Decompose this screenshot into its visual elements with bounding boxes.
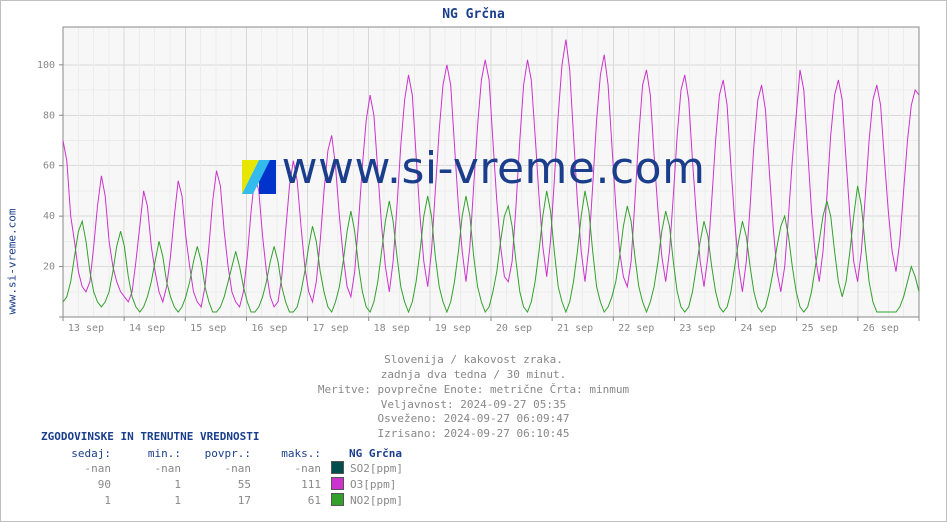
legend-label: SO2[ppm] [350, 462, 403, 475]
stats-row: -nan-nan-nan-nanSO2[ppm] [41, 461, 403, 477]
stats-header-row: sedaj:min.:povpr.:maks.:NG Grčna [41, 447, 403, 462]
legend-swatch [331, 493, 344, 506]
svg-text:14 sep: 14 sep [129, 323, 165, 334]
legend-label: NO2[ppm] [350, 494, 403, 507]
svg-text:22 sep: 22 sep [618, 323, 654, 334]
line-chart-svg: 2040608010013 sep14 sep15 sep16 sep17 se… [63, 27, 929, 335]
svg-text:100: 100 [37, 60, 55, 71]
svg-text:26 sep: 26 sep [863, 323, 899, 334]
svg-text:24 sep: 24 sep [740, 323, 776, 334]
caption-line: Veljavnost: 2024-09-27 05:35 [1, 398, 946, 413]
svg-text:21 sep: 21 sep [557, 323, 593, 334]
stats-row: 111761NO2[ppm] [41, 493, 403, 509]
svg-text:23 sep: 23 sep [679, 323, 715, 334]
stats-title: ZGODOVINSKE IN TRENUTNE VREDNOSTI [41, 430, 403, 445]
caption-block: Slovenija / kakovost zraka. zadnja dva t… [1, 353, 946, 442]
svg-text:20 sep: 20 sep [496, 323, 532, 334]
svg-text:15 sep: 15 sep [190, 323, 226, 334]
y-axis-outer-label: www.si-vreme.com [5, 1, 19, 521]
svg-text:13 sep: 13 sep [68, 323, 104, 334]
svg-text:19 sep: 19 sep [435, 323, 471, 334]
legend-label: O3[ppm] [350, 478, 396, 491]
legend-swatch [331, 477, 344, 490]
caption-line: zadnja dva tedna / 30 minut. [1, 368, 946, 383]
svg-text:80: 80 [43, 110, 55, 121]
caption-line: Slovenija / kakovost zraka. [1, 353, 946, 368]
svg-text:18 sep: 18 sep [374, 323, 410, 334]
svg-text:25 sep: 25 sep [802, 323, 838, 334]
chart-title: NG Grčna [1, 7, 946, 22]
svg-text:16 sep: 16 sep [251, 323, 287, 334]
svg-text:20: 20 [43, 262, 55, 273]
stats-row: 90155111O3[ppm] [41, 477, 403, 493]
svg-text:17 sep: 17 sep [312, 323, 348, 334]
svg-text:60: 60 [43, 161, 55, 172]
chart-frame: www.si-vreme.com NG Grčna 20 40 60 80 100 13 … [0, 0, 947, 522]
plot-area: 2040608010013 sep14 sep15 sep16 sep17 se… [63, 27, 929, 335]
stats-block: ZGODOVINSKE IN TRENUTNE VREDNOSTI sedaj:… [41, 430, 403, 509]
caption-line: Meritve: povprečne Enote: metrične Črta:… [1, 383, 946, 398]
caption-line: Osveženo: 2024-09-27 06:09:47 [1, 412, 946, 427]
svg-text:40: 40 [43, 211, 55, 222]
legend-swatch [331, 461, 344, 474]
